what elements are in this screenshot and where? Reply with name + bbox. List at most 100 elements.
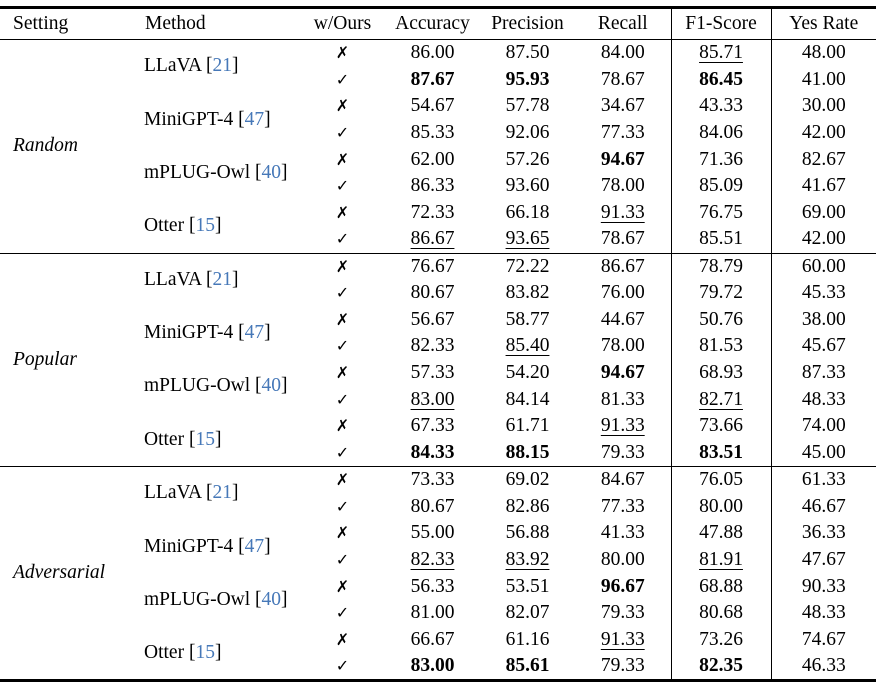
method-label: Otter [15] <box>132 200 300 253</box>
check-icon: ✓ <box>335 176 350 196</box>
metric-text: 87.33 <box>801 362 846 384</box>
table-row: Adversarial LLaVA [21] ✗ 73.33 69.02 84.67 76.… <box>0 465 876 680</box>
metric-text: 45.67 <box>801 335 846 357</box>
accuracy-value: 80.67 <box>385 493 480 520</box>
w-ours-cell: ✓ <box>300 653 385 680</box>
column-header-method: Method <box>132 7 300 40</box>
w-ours-cell: ✗ <box>300 360 385 387</box>
precision-value: 61.16 <box>480 627 575 654</box>
recall-value: 94.67 <box>575 146 672 173</box>
metric-text: 94.67 <box>600 148 645 170</box>
table-row: mPLUG-Owl [40] ✗ 57.33 54.20 94.67 68.93 87.33 <box>0 359 876 396</box>
f1-score-value: 76.75 <box>671 199 772 227</box>
metric-text: 73.26 <box>699 628 743 650</box>
accuracy-value: 56.33 <box>385 573 480 600</box>
cross-icon: ✗ <box>335 523 350 543</box>
metric-text: 84.67 <box>600 469 645 491</box>
method-name: MiniGPT-4 <box>144 322 234 344</box>
f1-score-value: 86.45 <box>671 66 772 93</box>
method-label: mPLUG-Owl [40] <box>132 146 300 199</box>
check-icon: ✓ <box>335 389 350 409</box>
precision-value: 87.50 <box>480 40 575 67</box>
yes-rate-value: 30.00 <box>771 93 876 120</box>
citation-bracket-close: ] <box>231 482 239 504</box>
metric-text: 85.09 <box>699 175 743 197</box>
table-row: ✓ 83.00 84.14 81.33 82.71 48.33 <box>0 386 876 414</box>
w-ours-cell: ✗ <box>300 520 385 547</box>
precision-value: 93.60 <box>480 173 575 200</box>
precision-value: 69.02 <box>480 466 575 494</box>
column-header-accuracy: Accuracy <box>385 7 480 40</box>
cross-icon: ✗ <box>335 256 350 276</box>
yes-rate-value: 87.33 <box>771 360 876 387</box>
metric-text: 79.33 <box>600 441 645 463</box>
accuracy-value: 83.00 <box>385 386 480 413</box>
metric-text: 61.16 <box>505 628 550 650</box>
metric-text: 79.33 <box>600 602 645 624</box>
metric-text: 42.00 <box>801 228 846 250</box>
yes-rate-value: 42.00 <box>771 226 876 253</box>
metric-text: 82.67 <box>801 148 846 170</box>
table-row: ✓ 84.33 88.15 79.33 83.51 45.00 <box>0 439 876 467</box>
column-header-recall: Recall <box>575 7 672 40</box>
cross-icon: ✗ <box>335 416 350 436</box>
accuracy-value: 55.00 <box>385 520 480 547</box>
metric-text: 78.79 <box>699 255 743 277</box>
recall-value: 78.00 <box>575 172 672 200</box>
metric-text: 73.33 <box>410 469 455 491</box>
f1-score-value: 83.51 <box>671 439 772 467</box>
metric-text: 83.00 <box>410 388 455 410</box>
column-header-yes-rate: Yes Rate <box>771 7 876 40</box>
citation-bracket-close: ] <box>281 161 288 183</box>
recall-value: 41.33 <box>575 519 672 547</box>
accuracy-value: 67.33 <box>385 413 480 440</box>
recall-value: 78.00 <box>575 333 672 360</box>
metric-text: 69.00 <box>801 201 846 223</box>
metric-text: 61.33 <box>801 469 846 491</box>
metric-text: 92.06 <box>505 121 550 143</box>
metric-text: 82.07 <box>505 602 550 624</box>
metric-text: 80.67 <box>410 495 455 517</box>
metric-text: 78.67 <box>600 228 645 250</box>
table-row: ✓ 80.67 82.86 77.33 80.00 46.67 <box>0 493 876 520</box>
metric-text: 47.67 <box>801 548 846 570</box>
header-row: Setting Method w/Ours Accuracy Precision… <box>0 7 876 40</box>
accuracy-value: 56.67 <box>385 306 480 333</box>
recall-value: 78.67 <box>575 226 672 253</box>
metric-text: 57.78 <box>505 95 550 117</box>
accuracy-value: 57.33 <box>385 360 480 387</box>
metric-text: 38.00 <box>801 308 846 330</box>
citation-bracket-open: [ <box>238 322 245 344</box>
table-row: ✓ 82.33 83.92 80.00 81.91 47.67 <box>0 546 876 574</box>
metric-text: 72.33 <box>410 201 455 223</box>
yes-rate-value: 42.00 <box>771 120 876 147</box>
precision-value: 84.14 <box>480 386 575 413</box>
precision-value: 88.15 <box>480 440 575 467</box>
table-row: Otter [15] ✗ 67.33 61.71 91.33 73.66 74.00 <box>0 413 876 450</box>
method-name: mPLUG-Owl <box>144 588 251 610</box>
w-ours-cell: ✓ <box>300 333 385 360</box>
metric-text: 54.20 <box>505 362 550 384</box>
metric-text: 56.33 <box>410 575 455 597</box>
setting-label: Popular <box>0 252 132 467</box>
citation-number: 40 <box>261 588 282 610</box>
metric-text: 34.67 <box>600 95 645 117</box>
citation-number: 15 <box>195 641 215 663</box>
table-row: MiniGPT-4 [47] ✗ 55.00 56.88 41.33 47.88 36.33 <box>0 519 876 557</box>
metric-text: 67.33 <box>410 415 455 437</box>
citation-bracket-close: ] <box>231 55 239 77</box>
w-ours-cell: ✗ <box>300 200 385 227</box>
metric-text: 71.36 <box>699 148 743 170</box>
metric-text: 66.18 <box>505 201 550 223</box>
recall-value: 91.33 <box>575 199 672 227</box>
column-header-w-ours: w/Ours <box>300 7 385 40</box>
table-row: Otter [15] ✗ 72.33 66.18 91.33 76.75 69.00 <box>0 199 876 236</box>
metric-text: 47.88 <box>699 522 743 544</box>
metric-text: 46.33 <box>801 654 846 676</box>
precision-value: 82.86 <box>480 493 575 520</box>
f1-score-value: 81.53 <box>671 333 772 360</box>
setting-label: Random <box>13 135 78 157</box>
method-name: LLaVA <box>144 268 202 290</box>
metric-text: 84.06 <box>699 121 743 143</box>
metric-text: 30.00 <box>801 95 846 117</box>
